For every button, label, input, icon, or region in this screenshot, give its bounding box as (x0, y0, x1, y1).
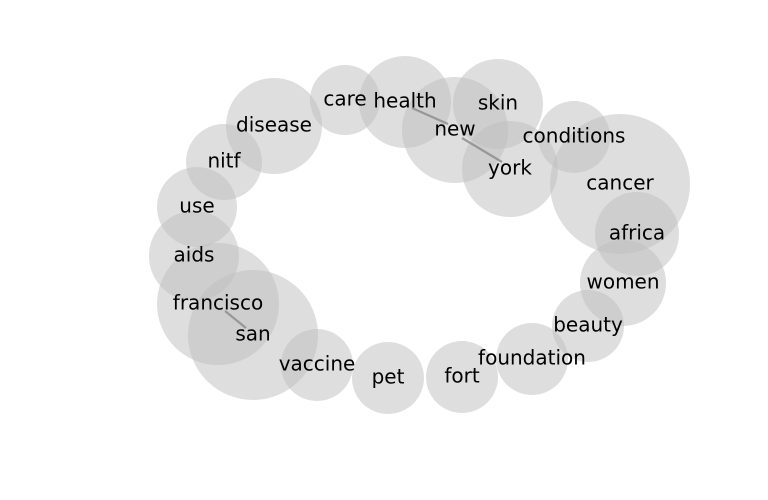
word-label-conditions: conditions (523, 124, 626, 148)
word-label-san: san (235, 322, 270, 346)
word-label-aids: aids (174, 243, 215, 267)
word-label-care: care (323, 87, 366, 111)
link-new-york (461, 137, 503, 163)
word-label-pet: pet (372, 365, 405, 389)
word-label-foundation: foundation (478, 346, 586, 370)
word-label-nitf: nitf (207, 149, 241, 173)
word-label-skin: skin (478, 91, 518, 115)
link-layer (224, 106, 503, 329)
word-label-cancer: cancer (586, 171, 654, 195)
word-label-fort: fort (444, 364, 480, 388)
word-label-york: york (488, 156, 532, 180)
bubble-disease (226, 78, 322, 174)
bubble-pet (352, 342, 424, 414)
word-label-women: women (586, 270, 659, 294)
bubble-foundation (496, 323, 568, 395)
link-francisco-san (224, 310, 247, 329)
bubble-layer (149, 56, 690, 414)
word-label-beauty: beauty (553, 313, 623, 337)
bubble-beauty (552, 290, 624, 362)
word-label-francisco: francisco (173, 291, 263, 315)
word-label-new: new (434, 117, 475, 141)
word-label-africa: africa (609, 221, 665, 245)
word-label-vaccine: vaccine (279, 352, 356, 376)
bubble-york (462, 121, 558, 217)
word-label-use: use (179, 194, 214, 218)
bubble-fort (426, 341, 498, 413)
word-label-disease: disease (236, 113, 312, 137)
word-label-health: health (373, 89, 436, 113)
link-health-new (411, 106, 449, 126)
